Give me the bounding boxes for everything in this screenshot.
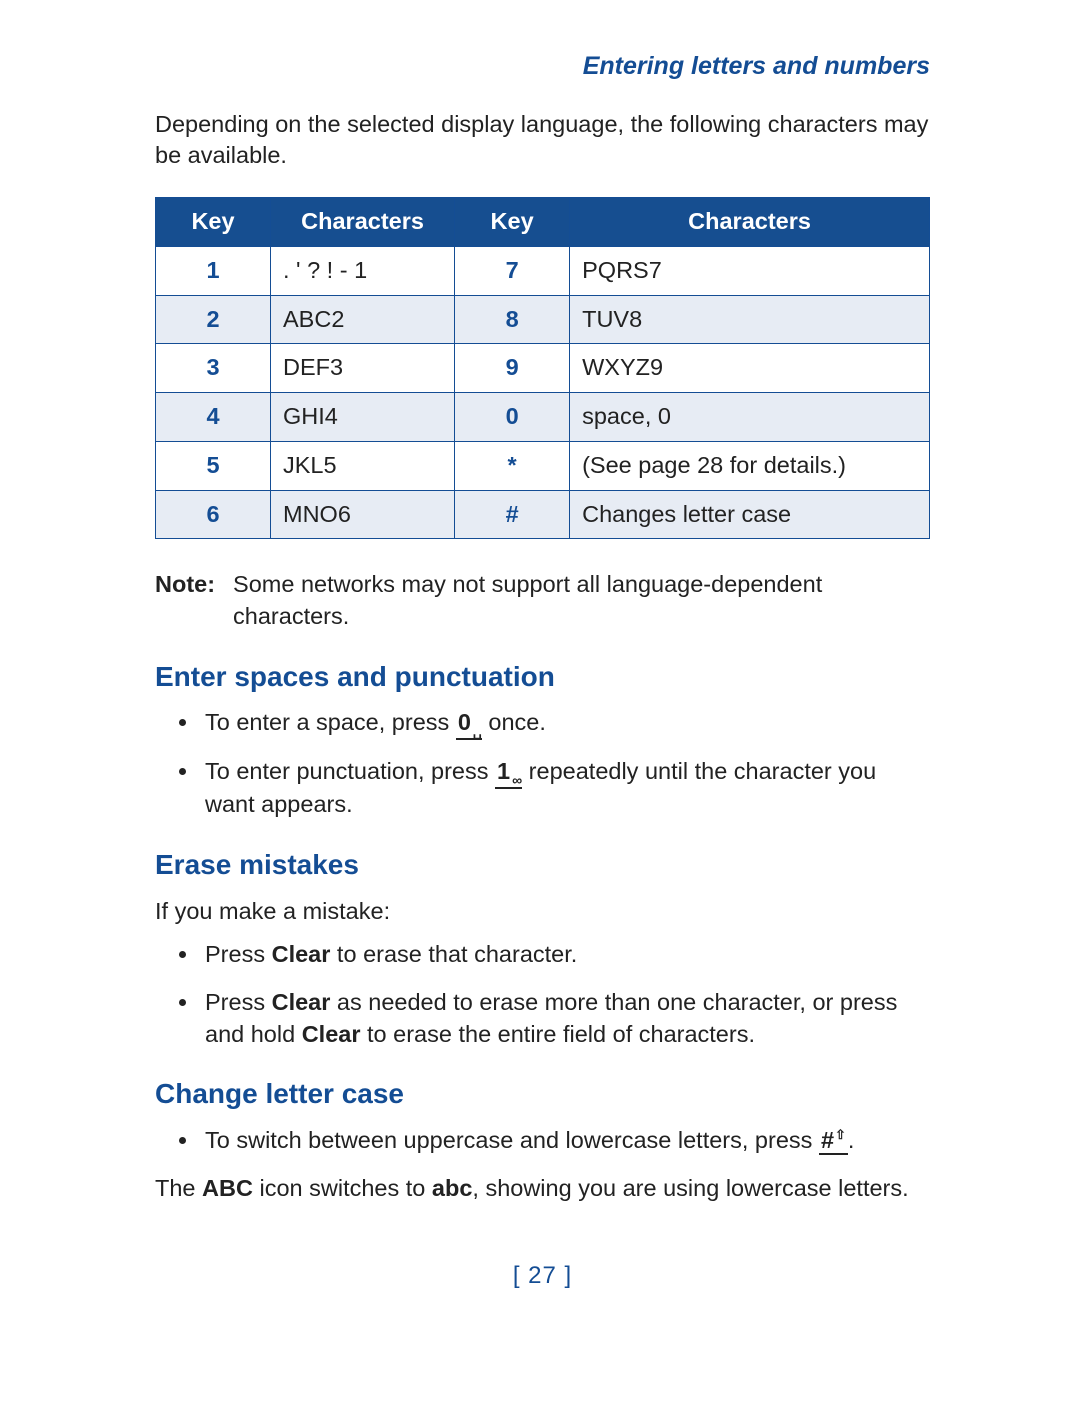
key-zero-icon: 0␣ xyxy=(456,711,482,740)
characters-cell: space, 0 xyxy=(570,393,930,442)
text: To enter punctuation, press xyxy=(205,758,495,784)
key-cell: 0 xyxy=(455,393,570,442)
characters-cell: ABC2 xyxy=(271,295,455,344)
text: Press xyxy=(205,941,272,967)
key-cell: * xyxy=(455,441,570,490)
list-item: Press Clear as needed to erase more than… xyxy=(200,987,930,1050)
text: icon switches to xyxy=(253,1175,432,1201)
key-one-icon: 1∞ xyxy=(495,760,522,789)
abc-upper-label: ABC xyxy=(202,1175,253,1201)
col-header-key: Key xyxy=(156,198,271,247)
key-cell: 6 xyxy=(156,490,271,539)
document-page: Entering letters and numbers Depending o… xyxy=(0,0,1080,1332)
heading-erase-mistakes: Erase mistakes xyxy=(155,846,930,884)
list-item: Press Clear to erase that character. xyxy=(200,939,930,971)
bullet-list: To switch between uppercase and lowercas… xyxy=(155,1125,930,1157)
characters-cell: DEF3 xyxy=(271,344,455,393)
bullet-list: Press Clear to erase that character. Pre… xyxy=(155,939,930,1050)
case-final-paragraph: The ABC icon switches to abc, showing yo… xyxy=(155,1173,930,1205)
key-cell: 8 xyxy=(455,295,570,344)
text: to erase the entire field of characters. xyxy=(361,1021,756,1047)
characters-cell: MNO6 xyxy=(271,490,455,539)
key-cell: 1 xyxy=(156,246,271,295)
table-row: 1. ' ? ! - 17PQRS7 xyxy=(156,246,930,295)
clear-label: Clear xyxy=(272,989,331,1015)
col-header-chars: Characters xyxy=(570,198,930,247)
table-row: 5JKL5*(See page 28 for details.) xyxy=(156,441,930,490)
col-header-chars: Characters xyxy=(271,198,455,247)
characters-cell: PQRS7 xyxy=(570,246,930,295)
text: , showing you are using lowercase letter… xyxy=(472,1175,908,1201)
page-number: [ 27 ] xyxy=(155,1260,930,1292)
text: To switch between uppercase and lowercas… xyxy=(205,1127,819,1153)
key-hash-icon: #⇧ xyxy=(819,1129,848,1155)
key-cell: 5 xyxy=(156,441,271,490)
table-row: 6MNO6#Changes letter case xyxy=(156,490,930,539)
table-row: 2ABC28TUV8 xyxy=(156,295,930,344)
table-row: 3DEF39WXYZ9 xyxy=(156,344,930,393)
key-cell: 7 xyxy=(455,246,570,295)
list-item: To switch between uppercase and lowercas… xyxy=(200,1125,930,1157)
key-cell: # xyxy=(455,490,570,539)
intro-paragraph: Depending on the selected display langua… xyxy=(155,109,930,172)
key-cell: 9 xyxy=(455,344,570,393)
col-header-key: Key xyxy=(455,198,570,247)
text: once. xyxy=(482,709,546,735)
heading-change-letter-case: Change letter case xyxy=(155,1075,930,1113)
text: . xyxy=(848,1127,855,1153)
text: to erase that character. xyxy=(330,941,577,967)
list-item: To enter punctuation, press 1∞ repeatedl… xyxy=(200,756,930,821)
text: Press xyxy=(205,989,272,1015)
table-header-row: Key Characters Key Characters xyxy=(156,198,930,247)
heading-spaces-punctuation: Enter spaces and punctuation xyxy=(155,658,930,696)
note-body: Some networks may not support all langua… xyxy=(233,569,930,632)
clear-label: Clear xyxy=(302,1021,361,1047)
note: Note: Some networks may not support all … xyxy=(155,569,930,632)
characters-cell: JKL5 xyxy=(271,441,455,490)
text: The xyxy=(155,1175,202,1201)
characters-cell: Changes letter case xyxy=(570,490,930,539)
key-characters-table: Key Characters Key Characters 1. ' ? ! -… xyxy=(155,197,930,539)
chapter-title: Entering letters and numbers xyxy=(155,50,930,84)
bullet-list: To enter a space, press 0␣ once. To ente… xyxy=(155,707,930,820)
text: To enter a space, press xyxy=(205,709,456,735)
characters-cell: TUV8 xyxy=(570,295,930,344)
note-label: Note: xyxy=(155,569,215,632)
clear-label: Clear xyxy=(272,941,331,967)
characters-cell: . ' ? ! - 1 xyxy=(271,246,455,295)
characters-cell: GHI4 xyxy=(271,393,455,442)
key-cell: 3 xyxy=(156,344,271,393)
key-cell: 4 xyxy=(156,393,271,442)
list-item: To enter a space, press 0␣ once. xyxy=(200,707,930,740)
characters-cell: (See page 28 for details.) xyxy=(570,441,930,490)
key-cell: 2 xyxy=(156,295,271,344)
erase-intro: If you make a mistake: xyxy=(155,896,930,928)
abc-lower-label: abc xyxy=(432,1175,473,1201)
characters-cell: WXYZ9 xyxy=(570,344,930,393)
table-row: 4GHI40space, 0 xyxy=(156,393,930,442)
